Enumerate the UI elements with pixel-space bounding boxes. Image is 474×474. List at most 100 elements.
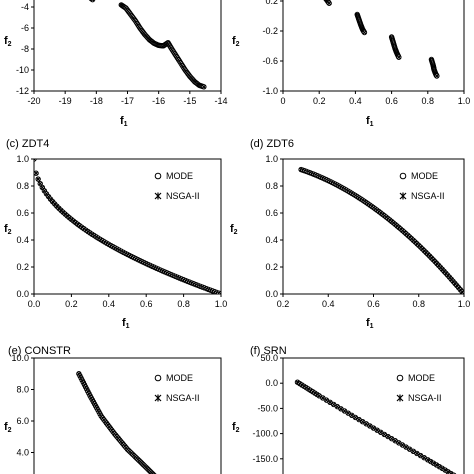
y-tick-label: 0.2 [265, 262, 278, 272]
data-point-star [371, 426, 376, 431]
x-tick-label: 0.6 [140, 299, 153, 309]
panel-a: -20 -19 -18 -17 -16 -15 -14 -12 -10 -8 -6 -4 f1 f2 [4, 0, 228, 128]
data-point-star [461, 291, 464, 294]
panel-e-points [76, 371, 157, 474]
data-point-star [418, 453, 423, 458]
x-tick-label: -14 [214, 96, 227, 106]
x-tick-label: 0.2 [65, 299, 78, 309]
data-point-star [375, 428, 380, 433]
panel-d: (d) ZDT6 0.2 0.4 0.6 0.8 1.00.00.20.40.60.81… [230, 138, 470, 330]
data-point-star [414, 451, 419, 456]
panel-b-ylabel: f2 [232, 35, 240, 48]
panel-d-xlabel: f1 [366, 317, 374, 330]
data-point-star [346, 411, 351, 416]
x-tick-label: 0.4 [349, 96, 362, 106]
y-tick-label: -1.0 [262, 86, 278, 96]
y-tick-label: 50.0 [260, 353, 278, 363]
y-tick-label: 0.2 [265, 0, 278, 6]
y-tick-label: 1.0 [265, 154, 278, 164]
panel-f-plot: -150.0 -100.0 -50.0 0.0 50.0 MODE NSGA-II [252, 353, 465, 474]
y-tick-label: -0.2 [262, 26, 278, 36]
data-point-star [396, 55, 401, 60]
panel-d-points [298, 166, 464, 294]
data-point-star [201, 84, 206, 89]
panel-c-ylabel: f2 [4, 223, 12, 236]
legend-label: MODE [166, 171, 193, 181]
panel-f-frame [282, 357, 465, 474]
panel-c-points [34, 159, 221, 294]
panel-c-plot: 0.0 0.2 0.4 0.6 0.8 1.0 0.0 0.2 0.4 0.6 0.8 1.0 MODE… [16, 154, 227, 309]
data-point-star [34, 171, 39, 176]
y-tick-label: 4.0 [16, 448, 29, 458]
panel-c-label: (c) ZDT4 [6, 138, 49, 150]
legend-label: NSGA-II [166, 393, 200, 403]
y-tick-label: -8 [21, 44, 29, 54]
data-point-star [396, 440, 401, 445]
data-point-star [356, 417, 362, 422]
data-point-star [404, 445, 409, 450]
x-tick-label: 0.4 [322, 299, 335, 309]
y-tick-label: 0.0 [16, 289, 29, 299]
data-point-star [360, 419, 365, 424]
data-point-star [38, 181, 43, 186]
legend-label: NSGA-II [411, 191, 445, 201]
y-tick-label: -50.0 [257, 403, 278, 413]
y-tick-label: 0.6 [16, 208, 29, 218]
data-point-star [317, 393, 322, 398]
panel-f-points [294, 379, 457, 474]
y-tick-label: -6 [21, 23, 29, 33]
legend-marker-star [396, 394, 404, 402]
data-point-star [400, 442, 405, 448]
data-point-star [389, 436, 394, 441]
panel-f-label: (f) SRN [250, 345, 287, 357]
data-point-star [411, 449, 416, 454]
data-point-star [349, 413, 354, 418]
panel-e-label: (e) CONSTR [8, 345, 71, 357]
legend-marker-circle [396, 374, 404, 382]
panel-b: 0 0.2 0.4 0.6 0.8 1.0 -1.0 -0.6 -0.2 0.2 f1 f2 [232, 0, 470, 128]
x-tick-label: -16 [152, 96, 165, 106]
x-tick-label: -17 [121, 96, 134, 106]
data-point-star [331, 402, 336, 407]
x-tick-label: -15 [183, 96, 196, 106]
panel-b-plot: 0 0.2 0.4 0.6 0.8 1.0 -1.0 -0.6 -0.2 0.2 [262, 0, 470, 106]
data-point-star [422, 455, 427, 460]
data-point-star [90, 0, 95, 2]
legend-label: MODE [166, 373, 193, 383]
panel-a-xlabel: f1 [120, 115, 128, 128]
panel-b-xlabel: f1 [366, 115, 374, 128]
y-tick-label: -12 [16, 86, 29, 96]
data-point-star [342, 408, 347, 413]
x-tick-label: 0.4 [103, 299, 116, 309]
y-tick-label: 0.6 [265, 208, 278, 218]
x-tick-label: 0.6 [385, 96, 398, 106]
panel-c-xlabel: f1 [122, 317, 130, 330]
x-tick-label: 0 [280, 96, 285, 106]
data-point-star [353, 415, 358, 420]
y-tick-label: -150.0 [252, 454, 278, 464]
panel-d-plot: 0.2 0.4 0.6 0.8 1.00.00.20.40.60.81.0MODENSG… [265, 154, 470, 309]
legend-marker-circle [399, 172, 407, 180]
y-tick-label: 0.2 [16, 262, 29, 272]
x-tick-label: 0.8 [177, 299, 190, 309]
data-point-star [328, 400, 333, 405]
y-tick-label: -4 [21, 2, 29, 12]
panel-c: (c) ZDT4 0.0 0.2 0.4 0.6 0.8 1.00.00.20.40.60… [4, 138, 227, 330]
panel-b-frame [282, 0, 465, 92]
data-point-star [407, 447, 412, 452]
y-tick-label: -0.6 [262, 56, 278, 66]
y-tick-label: 1.0 [16, 154, 29, 164]
y-tick-label: 0.8 [16, 181, 29, 191]
data-point-star [393, 438, 398, 443]
legend-marker-circle [154, 374, 162, 382]
data-point-star [327, 1, 332, 6]
y-tick-label: 0.0 [265, 289, 278, 299]
legend-label: NSGA-II [166, 191, 200, 201]
data-point-star [36, 177, 41, 182]
data-point-star [324, 398, 329, 403]
data-point-star [382, 432, 387, 437]
panel-f-ylabel: f2 [232, 421, 240, 434]
y-tick-label: 6.0 [16, 416, 29, 426]
